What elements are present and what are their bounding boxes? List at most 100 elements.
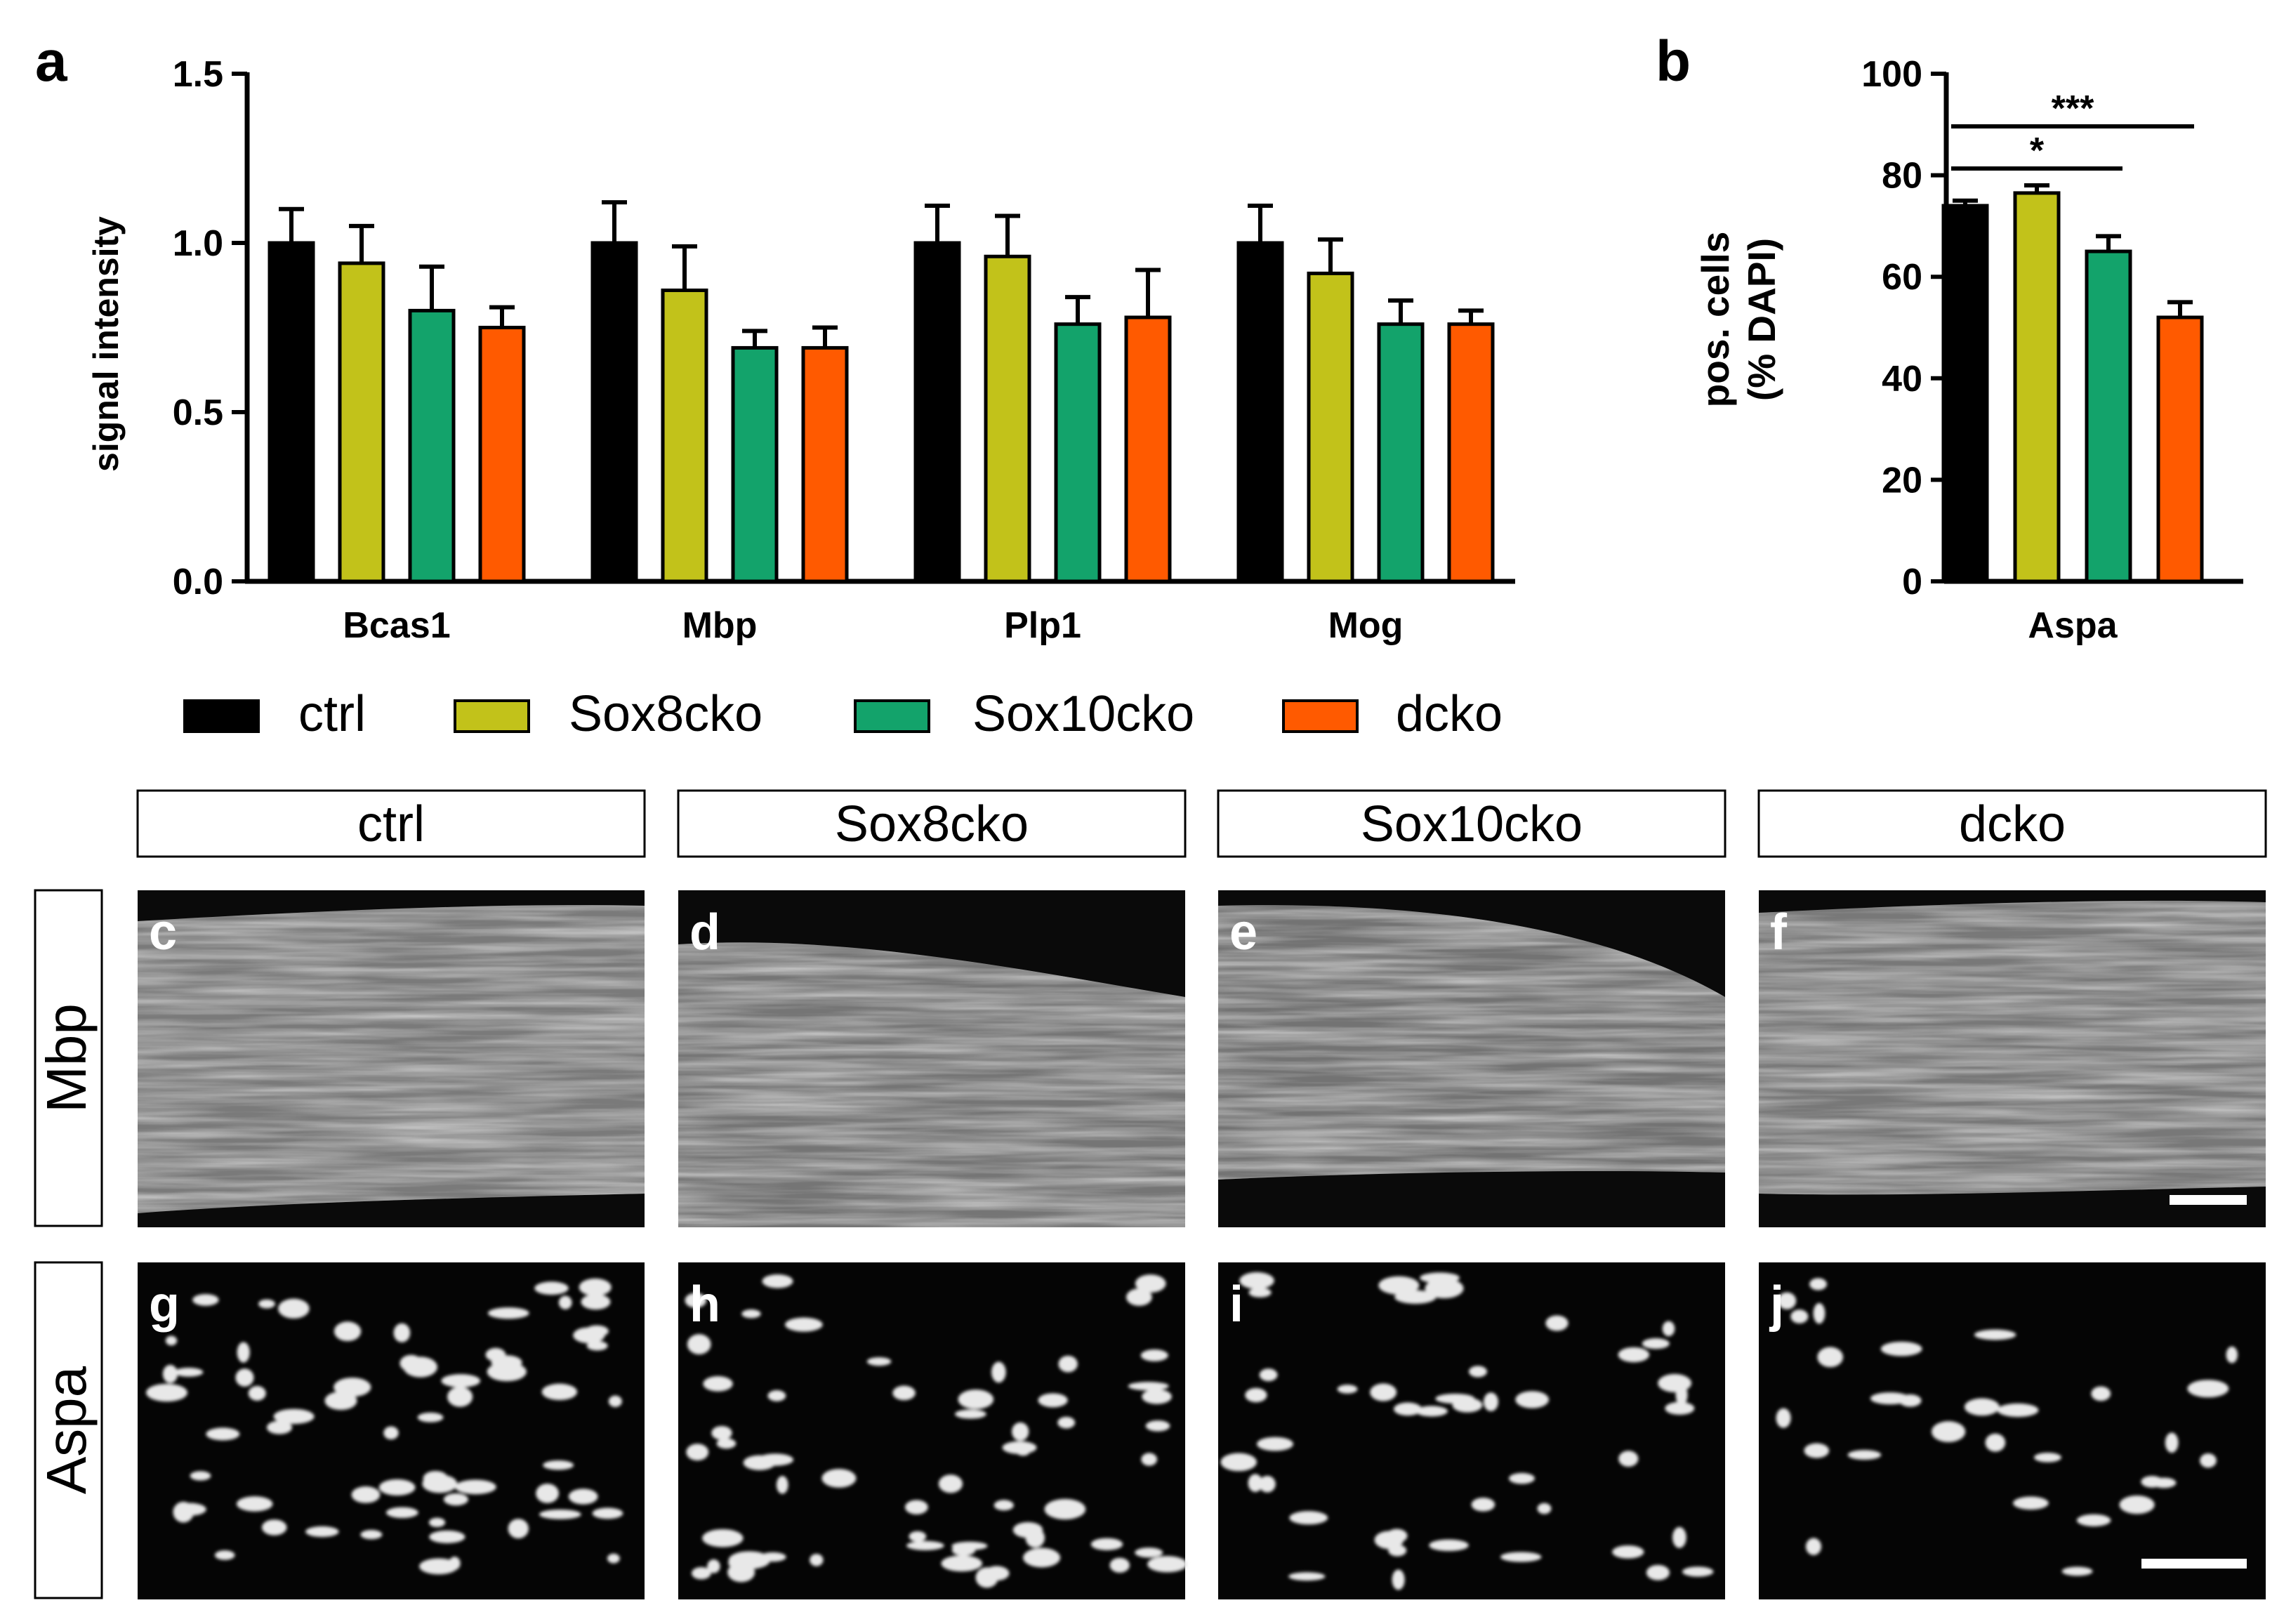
nucleus <box>1378 1276 1420 1295</box>
nucleus <box>1880 1341 1922 1356</box>
y-tick-label: 80 <box>1882 156 1922 197</box>
nucleus <box>581 1294 611 1310</box>
nucleus <box>954 1409 986 1419</box>
nucleus <box>821 1469 857 1488</box>
nucleus <box>741 1309 761 1319</box>
nucleus <box>1500 1552 1542 1562</box>
nucleus <box>383 1426 399 1440</box>
mbp-micrograph-sox10cko <box>1218 890 1725 1227</box>
nucleus <box>1239 1272 1274 1289</box>
nucleus <box>2151 1477 2177 1488</box>
nucleus <box>776 1476 788 1494</box>
nucleus <box>1145 1420 1170 1432</box>
nucleus <box>266 1420 293 1434</box>
column-header-sox8cko: Sox8cko <box>835 796 1029 852</box>
aspa-micrograph-ctrl <box>138 1262 645 1599</box>
nucleus <box>278 1298 310 1319</box>
nucleus <box>162 1364 178 1383</box>
nucleus <box>1012 1422 1029 1441</box>
nucleus <box>541 1383 578 1401</box>
nucleus <box>351 1486 381 1503</box>
nucleus <box>1804 1443 1830 1458</box>
nucleus <box>1672 1526 1686 1548</box>
nucleus <box>743 1455 776 1470</box>
nucleus <box>691 1567 711 1580</box>
nucleus <box>951 1544 976 1556</box>
y-tick-label: 1.5 <box>173 54 223 95</box>
nucleus <box>1012 1521 1043 1538</box>
nucleus <box>214 1550 235 1560</box>
nucleus <box>909 1531 927 1542</box>
nucleus <box>984 1566 1010 1581</box>
nucleus <box>1245 1387 1267 1403</box>
nucleus <box>703 1376 733 1392</box>
chart-b-y-label-line2: (% DAPI) <box>1740 238 1783 401</box>
nucleus <box>1126 1288 1152 1306</box>
panel-letter-f: f <box>1770 904 1788 960</box>
nucleus <box>1370 1383 1397 1401</box>
panel-letter-i: i <box>1229 1276 1243 1333</box>
nucleus <box>1140 1349 1168 1361</box>
nucleus <box>579 1278 612 1296</box>
nucleus <box>1932 1421 1966 1443</box>
nucleus <box>711 1426 732 1440</box>
column-header-sox10cko: Sox10cko <box>1361 796 1583 852</box>
nucleus <box>206 1427 240 1441</box>
chart-b-y-label-line1: pos. cells <box>1694 232 1737 408</box>
row-label-aspa: Aspa <box>35 1366 98 1494</box>
nucleus <box>687 1334 711 1354</box>
nucleus <box>419 1558 458 1575</box>
nucleus <box>2013 1496 2049 1510</box>
nucleus <box>1429 1539 1469 1552</box>
nucleus <box>866 1357 892 1366</box>
nucleus <box>1974 1329 2016 1340</box>
nucleus <box>1057 1416 1076 1429</box>
bar-ctrl-mog <box>1236 241 1284 583</box>
scale-bar-mbp <box>2170 1195 2247 1205</box>
legend-swatch-dcko <box>1282 699 1359 733</box>
significance-stars: * <box>2030 131 2045 171</box>
nucleus <box>1038 1393 1068 1408</box>
y-tick-label: 20 <box>1882 460 1922 501</box>
nucleus <box>1288 1572 1326 1581</box>
nucleus <box>1545 1315 1569 1331</box>
nucleus <box>1508 1472 1535 1484</box>
nucleus <box>236 1496 273 1512</box>
nucleus <box>586 1340 608 1351</box>
panel-letter-b: b <box>1656 29 1691 93</box>
nucleus <box>1135 1547 1163 1558</box>
nucleus <box>146 1383 187 1402</box>
bar-sox8cko-plp1 <box>984 254 1031 583</box>
nucleus <box>2119 1495 2155 1514</box>
legend: ctrl Sox8cko Sox10cko dcko <box>183 686 1503 742</box>
nucleus <box>543 1460 574 1470</box>
nucleus <box>1618 1451 1639 1467</box>
nucleus <box>237 1342 250 1363</box>
nucleus <box>686 1444 709 1461</box>
y-tick-label: 0.0 <box>173 562 223 602</box>
bar-dcko-mog <box>1447 322 1495 583</box>
mbp-micrograph-dcko <box>1759 890 2266 1227</box>
nucleus <box>1662 1321 1675 1337</box>
nucleus <box>165 1335 178 1346</box>
nucleus <box>1023 1547 1061 1568</box>
micrograph-row-labels: Mbp Aspa <box>34 889 103 1599</box>
bar-ctrl-mbp <box>590 241 638 583</box>
nucleus <box>1435 1393 1475 1404</box>
nucleus <box>534 1281 569 1295</box>
nucleus <box>360 1530 383 1540</box>
column-header-ctrl: ctrl <box>357 796 425 852</box>
nucleus <box>938 1474 963 1493</box>
nucleus <box>334 1321 362 1342</box>
nucleus <box>767 1390 786 1401</box>
nucleus <box>235 1368 254 1387</box>
nucleus <box>1813 1302 1825 1324</box>
nucleus <box>1388 1544 1407 1557</box>
nucleus <box>428 1517 446 1528</box>
y-tick-label: 1.0 <box>173 223 223 264</box>
nucleus <box>607 1553 620 1564</box>
nucleus <box>1128 1382 1169 1391</box>
category-label-bcas1: Bcas1 <box>343 605 450 646</box>
nucleus <box>1471 1498 1496 1512</box>
bar-dcko-aspa <box>2156 315 2204 583</box>
